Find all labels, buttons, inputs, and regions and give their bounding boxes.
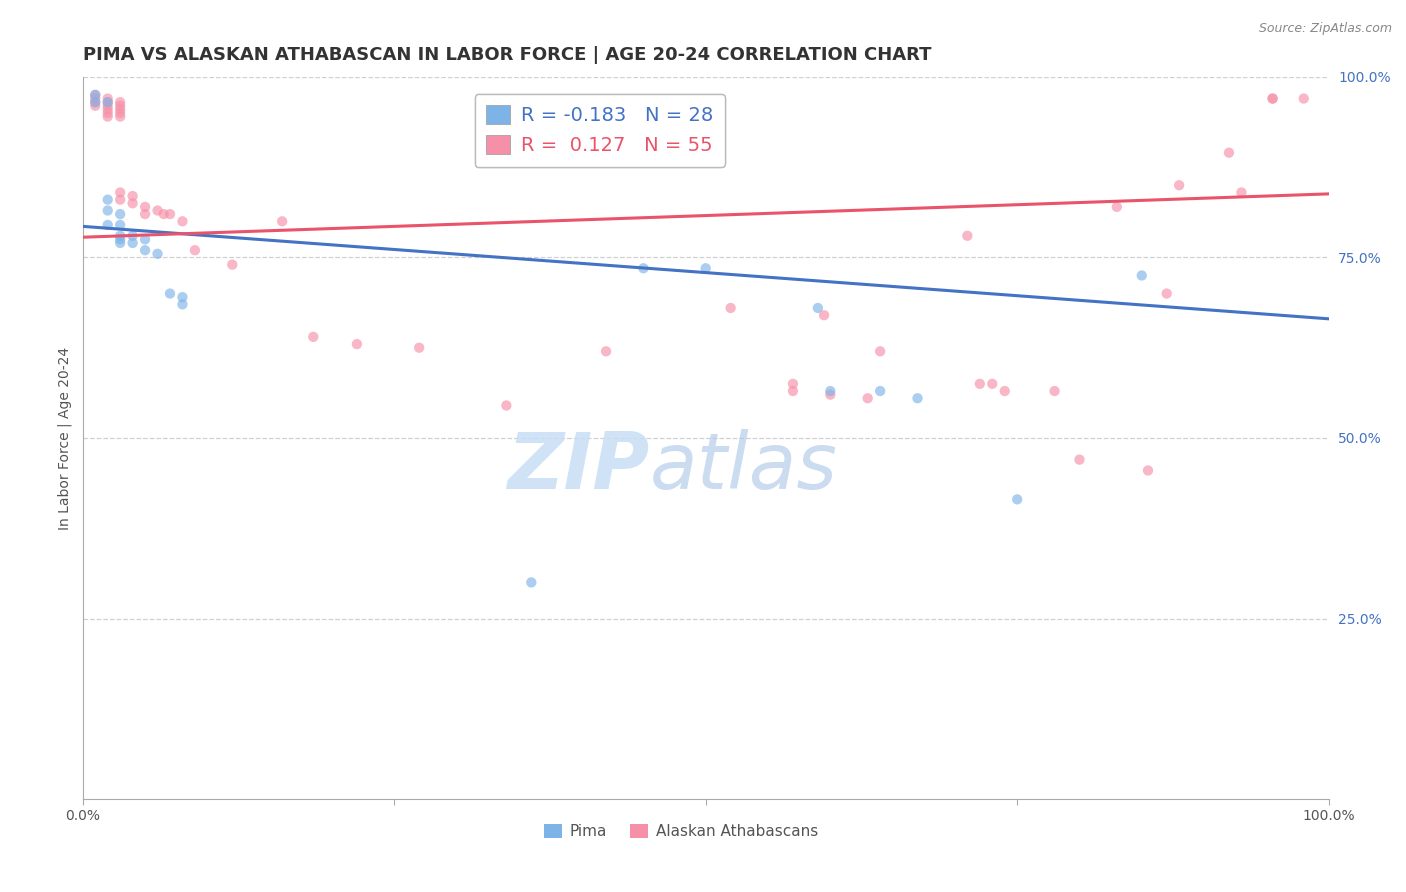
Point (969, 376, 991, 391)
Point (97, 218, 120, 232)
Point (108, 110, 131, 124)
Point (84, 95, 107, 110)
Point (121, 235, 143, 250)
Point (97, 103, 120, 117)
Point (84, 99, 107, 113)
Point (134, 244, 156, 258)
Point (121, 196, 143, 211)
Point (1069, 452, 1091, 467)
Point (221, 258, 243, 272)
Point (495, 399, 517, 413)
Point (108, 228, 131, 243)
Point (813, 308, 835, 322)
Point (1168, 178, 1191, 193)
Point (595, 344, 617, 359)
Point (97, 110, 120, 124)
Y-axis label: In Labor Force | Age 20-24: In Labor Force | Age 20-24 (58, 346, 72, 530)
Point (271, 214, 294, 228)
Point (782, 384, 804, 398)
Point (97, 91, 120, 105)
Point (1218, 145, 1240, 160)
Point (956, 228, 979, 243)
Point (108, 95, 131, 110)
Point (981, 376, 1004, 391)
Text: Source: ZipAtlas.com: Source: ZipAtlas.com (1258, 22, 1392, 36)
Point (97, 193, 120, 207)
Point (869, 344, 891, 359)
Point (1137, 463, 1160, 477)
Point (84, 87, 107, 102)
Point (1156, 286, 1178, 301)
Point (302, 330, 325, 344)
Point (633, 261, 655, 276)
Point (108, 193, 131, 207)
Point (121, 228, 143, 243)
Point (695, 261, 717, 276)
Point (1230, 186, 1253, 200)
Point (159, 286, 181, 301)
Legend: R = -0.183   N = 28, R =  0.127   N = 55: R = -0.183 N = 28, R = 0.127 N = 55 (475, 94, 725, 167)
Point (907, 391, 929, 405)
Point (782, 376, 804, 391)
Point (134, 207, 156, 221)
Point (869, 384, 891, 398)
Point (720, 301, 742, 315)
Point (1261, 91, 1284, 105)
Point (108, 186, 131, 200)
Point (994, 384, 1017, 398)
Point (807, 301, 830, 315)
Point (108, 99, 131, 113)
Point (84, 95, 107, 110)
Point (121, 189, 143, 203)
Point (108, 207, 131, 221)
Point (1130, 268, 1153, 283)
Point (146, 247, 169, 261)
Point (97, 95, 120, 110)
Point (520, 575, 543, 590)
Point (152, 207, 174, 221)
Point (1261, 91, 1284, 105)
Text: PIMA VS ALASKAN ATHABASCAN IN LABOR FORCE | AGE 20-24 CORRELATION CHART: PIMA VS ALASKAN ATHABASCAN IN LABOR FORC… (83, 46, 931, 64)
Point (108, 218, 131, 232)
Point (184, 244, 207, 258)
Point (159, 207, 181, 221)
Point (97, 203, 120, 218)
Point (97, 95, 120, 110)
Point (1043, 384, 1066, 398)
Point (820, 387, 842, 401)
Point (172, 297, 194, 311)
Point (172, 214, 194, 228)
Point (1005, 492, 1028, 507)
Point (820, 384, 842, 398)
Point (108, 235, 131, 250)
Point (108, 103, 131, 117)
Text: atlas: atlas (650, 429, 838, 505)
Point (134, 232, 156, 246)
Point (84, 87, 107, 102)
Point (84, 91, 107, 105)
Point (408, 341, 430, 355)
Point (172, 290, 194, 304)
Point (1292, 91, 1315, 105)
Point (346, 337, 368, 351)
Point (108, 106, 131, 120)
Point (134, 200, 156, 214)
Point (146, 203, 169, 218)
Point (97, 99, 120, 113)
Point (1105, 200, 1128, 214)
Point (108, 232, 131, 246)
Text: ZIP: ZIP (508, 429, 650, 505)
Point (856, 391, 879, 405)
Point (97, 106, 120, 120)
